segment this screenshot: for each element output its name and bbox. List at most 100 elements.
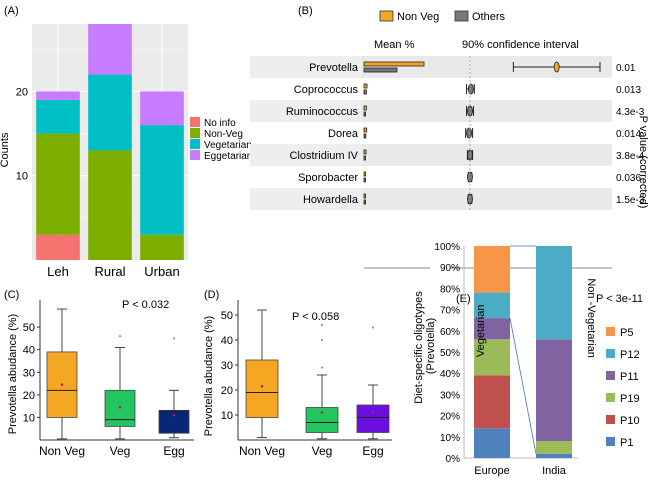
panel-a-legend-swatch <box>190 150 200 160</box>
panel-e-annotation: P < 3e-11 <box>596 293 643 305</box>
panel-a-ylabel: Counts <box>0 132 11 167</box>
panel-b-mean-bar-others <box>363 111 366 117</box>
panel-e-ytick: 30% <box>440 390 460 401</box>
panel-a-ytick: 20 <box>16 86 28 98</box>
panel-a-bar-segment <box>36 99 80 134</box>
panel-e-legend-label: P1 <box>620 437 633 449</box>
panel-e-ylabel-line2: (Prevotella) <box>425 318 437 374</box>
box-outlier <box>172 337 176 340</box>
box-category-label: Egg <box>163 444 184 458</box>
panel-a-label: (A) <box>4 5 19 17</box>
panel-b-mean-bar-nonveg <box>363 127 368 133</box>
panel-e-ylabel: Diet-specific oligotypes (Prevotella) <box>413 288 437 404</box>
panel-b-pvalue: 3.8e-4 <box>616 151 645 162</box>
panel-b-diff-marker <box>466 127 473 139</box>
panel-d-label: (D) <box>204 289 219 301</box>
panel-b-pvalue: 4.3e-3 <box>616 107 645 118</box>
panel-a-bar-segment <box>88 150 132 260</box>
panel-e-connector <box>509 318 537 454</box>
panel-e-legend-label: P10 <box>620 415 640 427</box>
panel-e-legend-swatch <box>606 437 615 446</box>
y-tick-label: 10 <box>221 410 233 422</box>
panel-e-label: (E) <box>456 293 471 305</box>
panel-e-bar-segment <box>474 292 510 319</box>
panel-a-bar-segment <box>88 74 132 151</box>
box-mean-dot <box>320 411 324 414</box>
panel-e-legend-swatch <box>606 393 615 402</box>
panel-d: (D) 10 20 30 40 50 Non Veg Veg Egg Prevotella a… <box>203 289 392 458</box>
panel-b-legend-label: Others <box>472 11 506 23</box>
y-tick-label: 30 <box>221 360 233 372</box>
panel-e-bar-segment <box>536 453 572 458</box>
panel-b-taxon-label: Prevotella <box>309 62 359 74</box>
panel-e-legend-swatch <box>606 415 615 424</box>
panel-b-diff-marker <box>553 61 560 73</box>
panel-b-pvalue: 0.036 <box>616 173 641 184</box>
panel-e-bar-segment <box>474 318 510 340</box>
panel-b-pvalue: 0.01 <box>616 63 636 74</box>
box-outlier <box>320 338 324 342</box>
panel-a-bar-segment <box>140 125 184 235</box>
panel-e-bar-segment <box>474 246 510 293</box>
panel-b: (B) Non Veg Others Mean % 90% confidence … <box>250 5 649 269</box>
panel-e-legend-swatch <box>606 327 615 336</box>
panel-a-category-label: Rural <box>94 264 125 279</box>
box-body <box>245 359 279 418</box>
panel-b-taxon-label: Howardella <box>303 194 359 206</box>
panel-b-pvalue: 0.013 <box>616 85 641 96</box>
panel-b-mean-bar-others <box>363 89 367 95</box>
panel-a: (A) 10 20 Leh Rural Urban Counts No infoNon… <box>0 5 252 279</box>
panel-b-mean-bar-others <box>363 67 398 73</box>
panel-b-mean-label: Mean % <box>374 39 415 51</box>
y-tick-label: 20 <box>23 390 35 402</box>
panel-a-legend-swatch <box>190 117 200 127</box>
panel-e-ytick: 10% <box>440 433 460 444</box>
box-outlier <box>371 326 375 329</box>
panel-e-bar-segment <box>536 441 572 454</box>
box-mean-dot <box>260 384 264 388</box>
panel-d-annotation: P < 0.058 <box>292 311 339 323</box>
box-mean-dot <box>60 383 64 386</box>
panel-b-diff-marker <box>467 149 473 161</box>
panel-e-legend-swatch <box>606 371 615 380</box>
panel-e-ytick: 0% <box>446 454 461 465</box>
panel-b-mean-bar-nonveg <box>363 105 367 111</box>
panel-b-mean-bar-others <box>363 199 366 205</box>
panel-b-legend-label: Non Veg <box>397 11 439 23</box>
panel-b-name-band <box>250 144 362 166</box>
panel-d-ylabel: Prevotella abudance (%) <box>203 316 215 436</box>
panel-e-bar-segment <box>536 339 572 442</box>
panel-e-bar-segment <box>474 428 510 458</box>
panel-a-category-label: Leh <box>47 264 69 279</box>
box-mean-dot <box>371 411 375 414</box>
panel-b-mean-bar-others <box>363 177 366 183</box>
panel-c-annotation: P < 0.032 <box>122 299 169 311</box>
panel-b-name-band <box>250 188 362 210</box>
panel-a-bar-segment <box>36 133 80 235</box>
panel-b-ylabel: P value (corrected) <box>637 116 649 209</box>
panel-a-legend-label: Non-Veg <box>204 129 243 140</box>
y-tick-label: 10 <box>23 412 35 424</box>
box-body <box>356 404 390 433</box>
panel-e-category-label: Europe <box>474 465 509 477</box>
box-mean-dot <box>172 413 176 417</box>
panel-e-ytick: 80% <box>440 284 460 295</box>
panel-c-ylabel: Prevotella abudance (%) <box>7 314 19 434</box>
panel-a-legend-label: No info <box>204 118 236 129</box>
panel-b-mean-bar-nonveg <box>363 193 366 199</box>
panel-b-taxon-label: Coprococcus <box>294 84 359 96</box>
panel-e-group-label: Non -Vegetarian <box>585 278 597 358</box>
panel-e-bar-segment <box>474 375 510 429</box>
panel-e-legend-swatch <box>606 349 615 358</box>
panel-e-legend-label: P5 <box>620 327 633 339</box>
panel-e-ytick: 90% <box>440 263 460 274</box>
panel-a-category-label: Urban <box>144 264 179 279</box>
panel-b-taxon-label: Ruminococcus <box>286 106 359 118</box>
panel-b-diff-marker <box>467 193 473 205</box>
panel-b-legend-swatch-nonveg <box>379 10 394 22</box>
panel-a-bar-segment <box>36 91 80 100</box>
panel-b-row-band <box>362 100 612 122</box>
y-tick-label: 50 <box>23 322 35 334</box>
panel-e-ytick: 40% <box>440 369 460 380</box>
